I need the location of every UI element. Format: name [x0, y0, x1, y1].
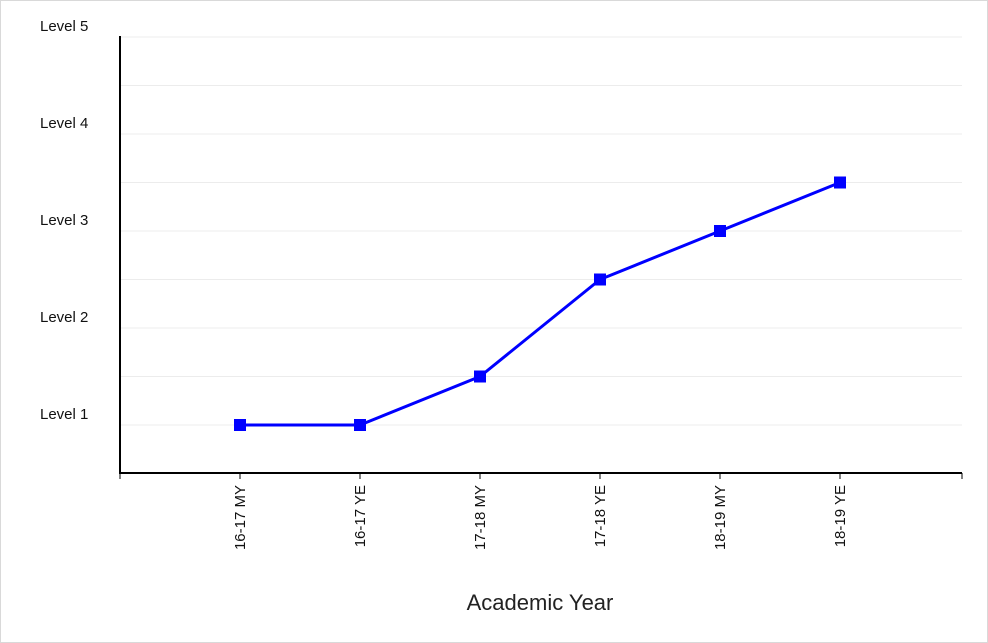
x-axis-label: Academic Year	[467, 590, 614, 615]
x-tick-label: 18-19 YE	[832, 485, 849, 547]
axes	[119, 36, 963, 479]
x-tick-label: 17-18 YE	[592, 485, 609, 547]
gridlines	[120, 36, 962, 426]
data-point	[354, 419, 366, 431]
y-tick-label: Level 4	[40, 115, 88, 132]
series	[234, 176, 846, 431]
x-tick-label: 16-17 YE	[352, 485, 369, 547]
y-tick-label: Level 3	[40, 212, 88, 229]
series-line	[240, 181, 841, 427]
x-tick-label: 18-19 MY	[712, 485, 729, 550]
data-point	[474, 370, 486, 383]
x-tick-labels: 16-17 MY 16-17 YE 17-18 MY 17-18 YE 18-19 MY…	[232, 473, 849, 550]
y-tick-label: Level 5	[40, 18, 88, 35]
y-tick-labels: Level 1 Level 2 Level 3 Level 4 Level 5	[40, 18, 88, 423]
y-tick-label: Level 1	[40, 406, 88, 423]
y-tick-label: Level 2	[40, 309, 88, 326]
data-point	[834, 176, 846, 189]
data-point	[594, 273, 606, 286]
x-tick-label: 16-17 MY	[232, 485, 249, 550]
data-point	[234, 419, 246, 431]
x-tick-label: 17-18 MY	[472, 485, 489, 550]
data-point	[714, 225, 726, 237]
